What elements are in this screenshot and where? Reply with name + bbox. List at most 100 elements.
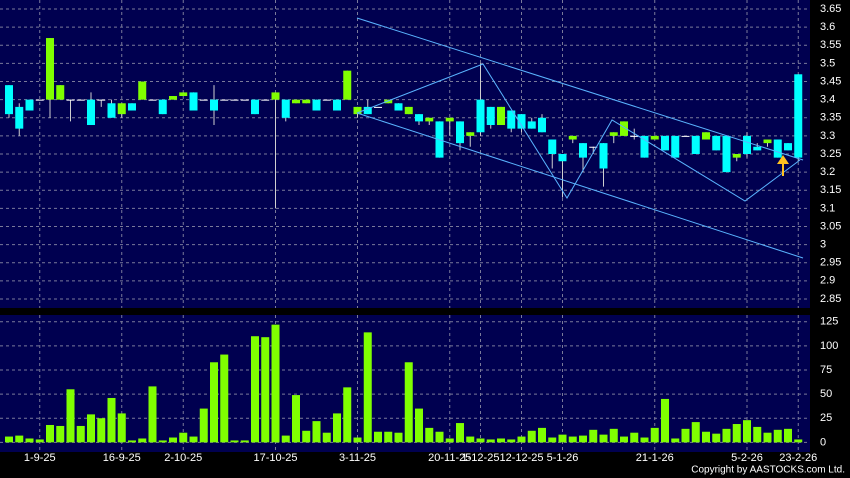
y-tick-label: 3.1 [820, 202, 835, 214]
candle-body [794, 74, 803, 158]
volume-bar [527, 430, 536, 443]
volume-bar [169, 437, 177, 443]
volume-bar [497, 438, 505, 443]
candle-body [353, 106, 362, 115]
arrow-icon [777, 155, 789, 176]
y-tick-label: 3.6 [820, 21, 835, 33]
volume-bar [620, 436, 628, 443]
y-tick-label: 2.95 [820, 257, 841, 269]
x-tick-label: 20-11-25 [428, 452, 471, 464]
candle-body [568, 135, 577, 140]
volume-tick-label: 125 [820, 316, 838, 328]
candle-body [97, 99, 106, 101]
x-tick-label: 5-1-26 [547, 452, 579, 464]
candle-body [35, 99, 44, 101]
volume-bar [302, 430, 311, 443]
candle-body [404, 106, 413, 115]
candle-body [753, 146, 762, 151]
volume-bar [179, 432, 188, 443]
volume-bar [763, 432, 772, 443]
candle-body [640, 135, 649, 158]
candle-body [15, 106, 24, 129]
volume-bar [650, 427, 659, 443]
volume-bar [784, 428, 792, 443]
volume-bar [271, 324, 280, 443]
volume-bar [220, 354, 229, 443]
volume-bar [374, 431, 382, 443]
candle-body [743, 135, 751, 154]
volume-bar [281, 435, 290, 443]
volume-bar [558, 434, 567, 443]
volume-bar [609, 428, 618, 443]
volume-tick-label: 75 [820, 364, 832, 376]
volume-bar [691, 422, 700, 443]
volume-bar [599, 434, 608, 443]
candle-body [702, 132, 710, 140]
y-tick-label: 3 [820, 238, 826, 250]
volume-bar [435, 431, 444, 443]
channel-upper [356, 17, 804, 161]
candle-body [609, 132, 618, 136]
candle-body [56, 85, 65, 100]
candle-body [630, 135, 639, 137]
candle-body [210, 99, 218, 111]
copyright: Copyright by AASTOCKS.com Ltd. [691, 465, 845, 476]
candle-body [784, 143, 792, 151]
candle-body [251, 99, 259, 115]
volume-bar [445, 438, 454, 443]
y-tick-label: 3.15 [820, 184, 841, 196]
volume-bar [517, 436, 526, 443]
volume-bar [210, 362, 218, 443]
candle-body [230, 99, 239, 101]
candle-body [107, 103, 116, 118]
candle-body [773, 139, 782, 158]
volume-bar [579, 435, 587, 443]
volume-bar [343, 387, 352, 443]
x-tick-label: 5-2-26 [731, 452, 763, 464]
candle-body [527, 121, 536, 129]
volume-bar [702, 431, 710, 443]
candle-body [415, 114, 423, 122]
volume-bar [199, 408, 208, 443]
volume-bar [486, 439, 495, 443]
y-tick-label: 3.3 [820, 130, 835, 142]
candle-body [722, 135, 731, 173]
candle-body [507, 110, 516, 129]
candle-body [538, 117, 546, 133]
candle-body [76, 99, 85, 101]
candle-body [620, 121, 628, 136]
volume-tick-label: 100 [820, 340, 838, 352]
volume-bar [732, 424, 741, 443]
channel-lower [356, 112, 804, 259]
volume-bar [630, 432, 639, 443]
volume-bar [538, 427, 546, 443]
y-tick-label: 3.05 [820, 220, 841, 232]
candle-body [333, 99, 341, 111]
candle-body [343, 70, 352, 100]
volume-tick-label: 0 [820, 436, 826, 448]
volume-bar [230, 440, 239, 443]
volume-bar [333, 413, 341, 443]
volume-bar [56, 425, 65, 443]
candle-body [466, 132, 475, 136]
y-tick-label: 3.4 [820, 94, 835, 106]
y-tick-label: 2.85 [820, 293, 841, 305]
x-tick-label: 21-1-26 [636, 452, 674, 464]
candle-body [456, 121, 464, 144]
x-tick-label: 12-12-25 [499, 452, 543, 464]
candle-body [158, 99, 167, 115]
x-tick-label: 1-12-25 [462, 452, 500, 464]
volume-bar [189, 436, 198, 443]
volume-tick-label: 50 [820, 388, 832, 400]
volume-bar [66, 389, 75, 443]
volume-bar [640, 437, 649, 443]
volume-bar [138, 438, 147, 443]
candle-body [138, 81, 147, 100]
candle-body [220, 99, 229, 101]
candle-body [261, 99, 270, 101]
candle-body [199, 99, 208, 101]
candle-body [87, 99, 95, 126]
candle-body [486, 106, 495, 126]
volume-bar [15, 435, 24, 443]
volume-bar [353, 437, 362, 443]
